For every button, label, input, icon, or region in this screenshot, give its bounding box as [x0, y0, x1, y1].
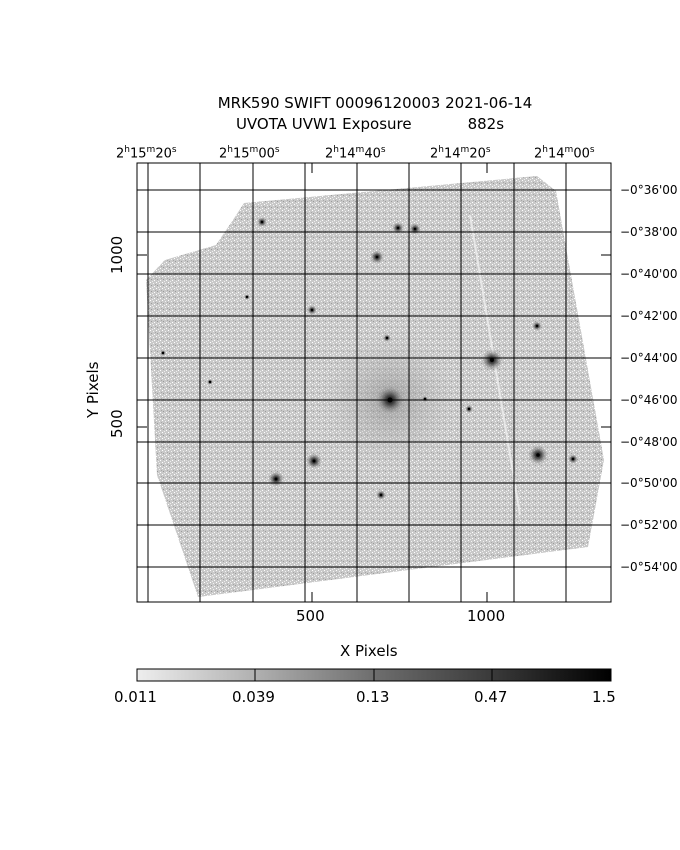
- source-e2-core: [535, 324, 539, 328]
- source-m4-core: [467, 407, 471, 411]
- dec-label: −0°36'00: [620, 183, 678, 197]
- dec-label: −0°44'00: [620, 351, 678, 365]
- dec-label: −0°54'00: [620, 560, 678, 574]
- source-m3-core: [385, 336, 389, 340]
- title-line-2: UVOTA UVW1 Exposure 882s: [0, 117, 680, 132]
- ra-label-2: 2h15m00s: [219, 145, 280, 162]
- pixel-ticks: [137, 163, 611, 602]
- source-e3-core: [571, 457, 575, 461]
- source-m1-core: [310, 308, 314, 312]
- dec-label: −0°40'00: [620, 267, 678, 281]
- y-tick-label: 500: [108, 409, 126, 438]
- colorbar-label: 0.47: [474, 688, 508, 706]
- x-tick-label: 1000: [467, 607, 506, 625]
- source-n2-core: [396, 226, 400, 230]
- dec-label: −0°38'00: [620, 225, 678, 239]
- source-w1-core: [260, 220, 264, 224]
- colorbar-ticks: [254, 669, 493, 681]
- dec-label: −0°52'00: [620, 518, 678, 532]
- title-line-1: MRK590 SWIFT 00096120003 2021-06-14: [217, 94, 533, 112]
- title-filter-label: UVOTA UVW1 Exposure: [235, 115, 412, 133]
- colorbar-label: 0.011: [114, 688, 157, 706]
- y-tick-label: 1000: [108, 235, 126, 274]
- ra-label-5: 2h14m00s: [534, 145, 595, 162]
- source-se-core: [536, 453, 540, 457]
- dec-label: −0°48'00: [620, 435, 678, 449]
- dec-label: −0°50'00: [620, 476, 678, 490]
- ra-label-1: 2h15m20s: [116, 145, 177, 162]
- coordinate-grid: [137, 163, 611, 602]
- source-n3-core: [413, 227, 417, 231]
- source-w4-core: [245, 295, 249, 299]
- source-m2-core: [379, 493, 383, 497]
- source-sw-core: [274, 477, 278, 481]
- colorbar-label: 1.5: [592, 688, 616, 706]
- dec-label: −0°42'00: [620, 309, 678, 323]
- ra-label-4: 2h14m20s: [430, 145, 491, 162]
- source-w3-core: [208, 380, 212, 384]
- source-east-core: [490, 358, 494, 362]
- source-n1-core: [375, 255, 379, 259]
- source-s1-core: [312, 459, 316, 463]
- y-axis-label: Y Pixels: [84, 361, 102, 418]
- colorbar-label: 0.13: [356, 688, 390, 706]
- x-tick-label: 500: [296, 607, 325, 625]
- dec-label: −0°46'00: [620, 393, 678, 407]
- title-exposure-value: 882s: [467, 115, 505, 133]
- ra-label-3: 2h14m40s: [325, 145, 386, 162]
- source-w2-core: [161, 351, 165, 355]
- plot-frame: [136, 162, 612, 603]
- colorbar-label: 0.039: [232, 688, 275, 706]
- x-axis-label: X Pixels: [340, 642, 398, 660]
